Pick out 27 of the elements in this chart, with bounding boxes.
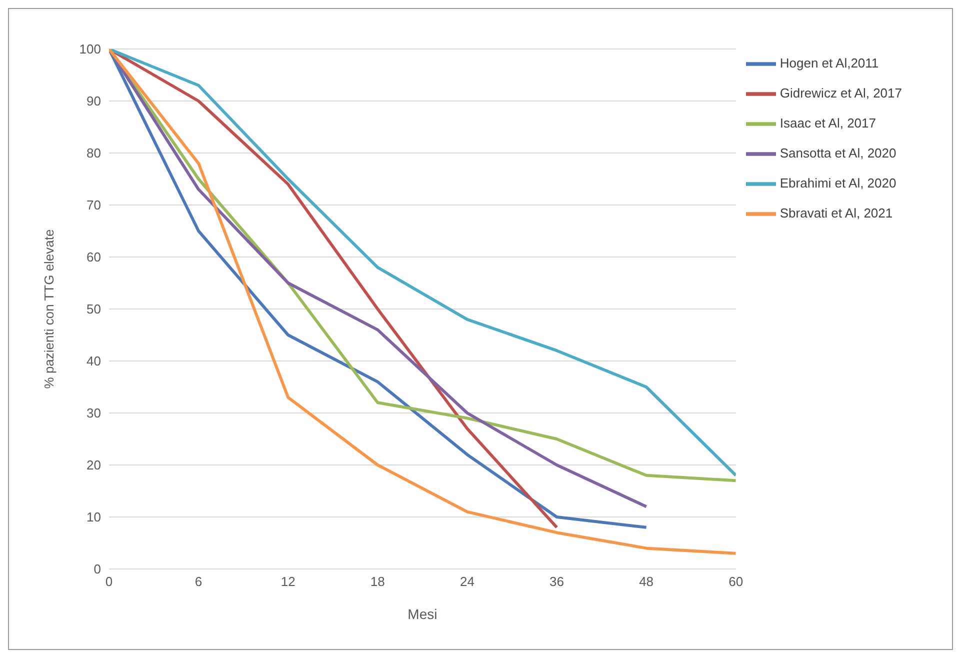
x-tick-label: 24 bbox=[460, 574, 474, 590]
legend-label: Isaac et Al, 2017 bbox=[780, 115, 876, 130]
y-tick-label: 0 bbox=[94, 562, 101, 577]
y-tick-label: 80 bbox=[86, 146, 101, 161]
y-axis-title: % pazienti con TTG elevate bbox=[42, 229, 57, 389]
legend-label: Sansotta et Al, 2020 bbox=[780, 145, 896, 160]
y-tick-label: 20 bbox=[86, 458, 101, 473]
y-tick-label: 40 bbox=[86, 354, 101, 369]
y-tick-label: 10 bbox=[86, 510, 101, 525]
x-tick-label: 18 bbox=[370, 574, 385, 590]
y-tick-label: 30 bbox=[86, 406, 101, 421]
x-axis-title: Mesi bbox=[408, 606, 438, 622]
y-tick-label: 70 bbox=[86, 198, 101, 213]
x-tick-label: 36 bbox=[550, 574, 564, 590]
legend-label: Ebrahimi et Al, 2020 bbox=[780, 175, 896, 190]
y-tick-label: 100 bbox=[79, 42, 101, 57]
x-tick-label: 48 bbox=[639, 574, 654, 590]
legend-label: Sbravati et Al, 2021 bbox=[780, 205, 893, 220]
x-tick-label: 60 bbox=[728, 574, 744, 590]
y-tick-label: 60 bbox=[86, 250, 101, 265]
x-tick-label: 12 bbox=[280, 574, 296, 590]
legend-label: Gidrewicz et Al, 2017 bbox=[780, 85, 902, 100]
y-tick-label: 50 bbox=[86, 302, 101, 317]
y-tick-label: 90 bbox=[86, 94, 101, 109]
legend-label: Hogen et Al,2011 bbox=[780, 55, 879, 70]
x-tick-label: 6 bbox=[194, 574, 202, 590]
x-tick-label: 0 bbox=[105, 574, 113, 590]
